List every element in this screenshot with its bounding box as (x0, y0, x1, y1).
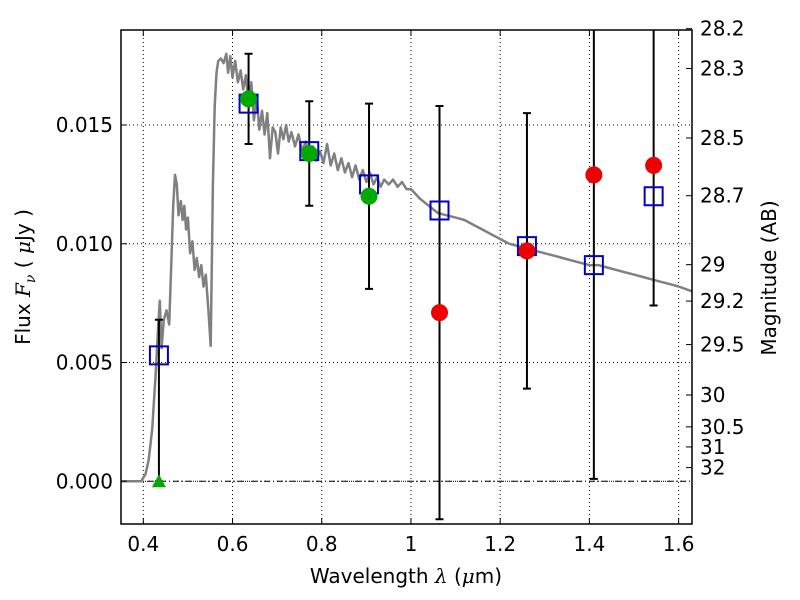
y-axis-title: Flux Fν ( μJy ) (11, 209, 39, 345)
magnitude-tick-label: 28.3 (700, 57, 745, 81)
x-tick-labels: 0.4 0.6 0.8 1 1.2 1.4 1.6 (127, 532, 694, 556)
magnitude-tick-label: 28.2 (700, 17, 745, 41)
plot-frame (120, 29, 693, 525)
model-photometry-square (643, 186, 664, 207)
magnitude-tick-label: 29.2 (700, 289, 745, 313)
detected-point (300, 145, 318, 162)
magnitude-axis-title: Magnitude (AB) (757, 200, 781, 355)
undetected-point (518, 242, 536, 260)
y-tick-label: 0.000 (56, 469, 113, 493)
model-sed-line (121, 52, 692, 483)
x-tick-label: 1.6 (663, 532, 695, 556)
y-tick-label: 0.015 (56, 113, 113, 137)
x-tick-label: 1.2 (484, 532, 516, 556)
y-tick-label: 0.010 (56, 232, 113, 256)
magnitude-tick-label: 31 (700, 435, 725, 459)
x-axis-title: Wavelength λ (μm) (310, 564, 502, 588)
model-sed-layer (121, 52, 692, 483)
magnitude-tick-label: 29.5 (700, 333, 745, 357)
x-tick-label: 0.8 (306, 532, 338, 556)
model-photometry-square (583, 255, 604, 276)
undetected-point (431, 304, 449, 322)
magnitude-tick-label: 29 (700, 253, 725, 277)
model-photometry-square (429, 200, 450, 221)
model-photometry-square (148, 345, 169, 366)
magnitude-tick-label: 32 (700, 456, 725, 480)
undetected-point (585, 166, 603, 184)
x-tick-label: 1.4 (573, 532, 605, 556)
y-tick-labels: 0.000 0.005 0.010 0.015 (56, 113, 113, 493)
x-tick-label: 1 (405, 532, 418, 556)
upper-limit-triangle (151, 474, 166, 488)
detected-point (240, 90, 258, 108)
magnitude-tick-label: 30 (700, 383, 725, 407)
x-tick-label: 0.6 (217, 532, 249, 556)
magnitude-tick-label: 28.7 (700, 184, 745, 208)
undetected-point (645, 156, 663, 174)
markers-layer (148, 90, 664, 488)
axis-ticks (121, 28, 692, 524)
y-tick-label: 0.005 (56, 351, 113, 375)
x-tick-label: 0.4 (127, 532, 159, 556)
magnitude-tick-label: 28.5 (700, 126, 745, 150)
magnitude-tick-label: 30.5 (700, 415, 745, 439)
detected-point (360, 187, 378, 205)
